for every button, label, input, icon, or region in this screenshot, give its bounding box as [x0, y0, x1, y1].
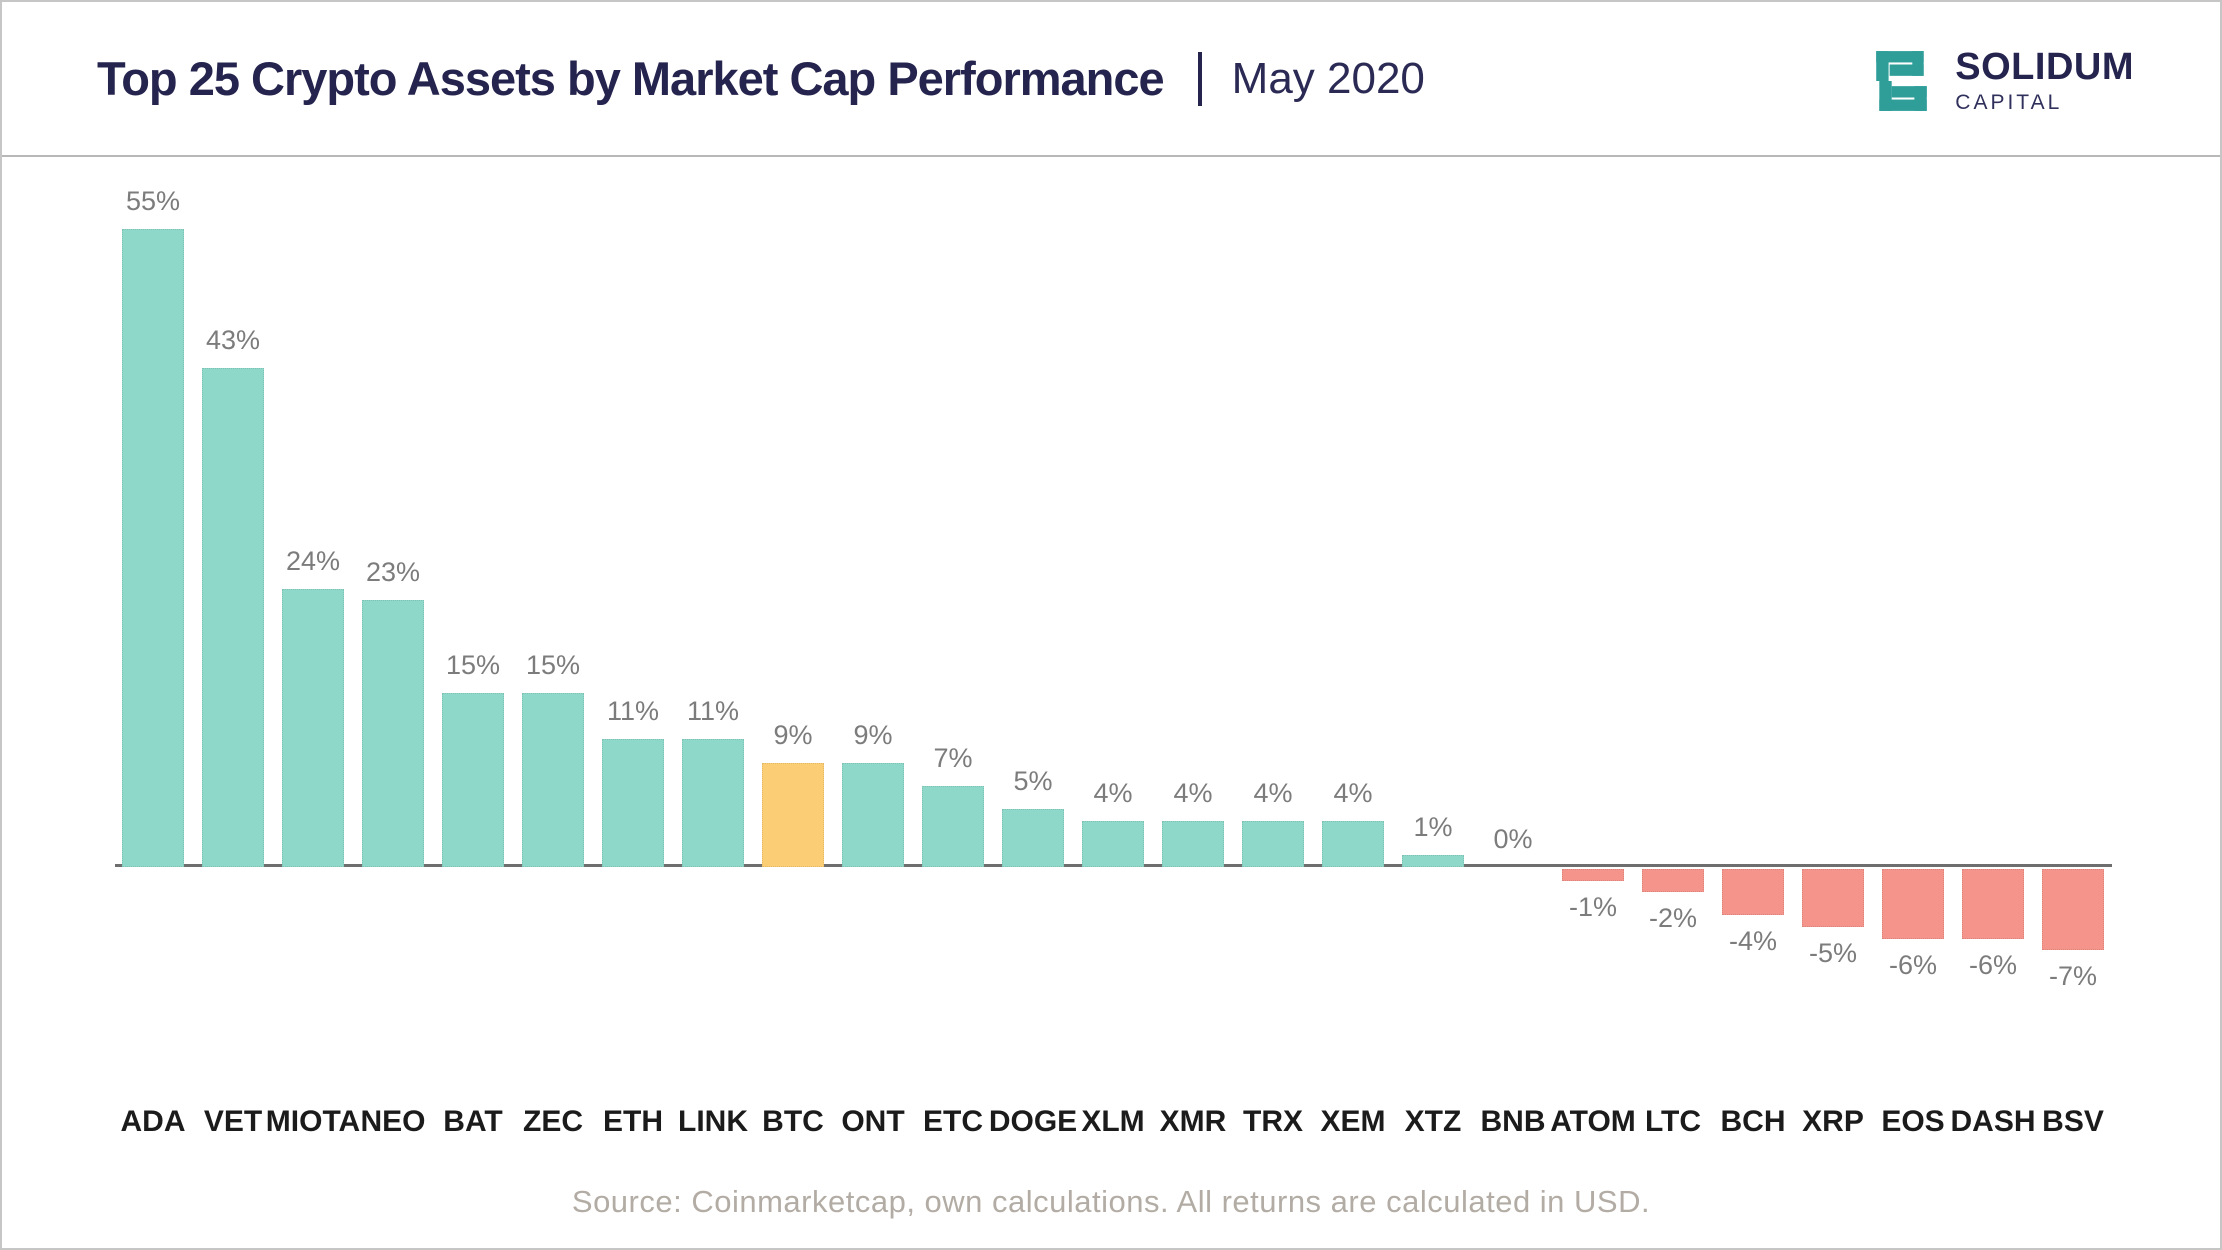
- category-label: BCH: [1720, 1105, 1786, 1138]
- bar-EOS: [1882, 869, 1944, 939]
- bar-XTZ: [1402, 855, 1464, 867]
- value-label: 23%: [365, 557, 421, 588]
- value-label: -5%: [1808, 938, 1858, 968]
- source-note: Source: Coinmarketcap, own calculations.…: [571, 1184, 1651, 1219]
- category-label: BNB: [1480, 1105, 1546, 1138]
- value-label: 4%: [1173, 777, 1213, 808]
- value-label: 4%: [1093, 777, 1133, 808]
- bar-BAT: [442, 693, 504, 867]
- bar-DOGE: [1002, 809, 1064, 867]
- category-label: DASH: [1950, 1105, 2036, 1138]
- bar-ADA: [122, 229, 184, 867]
- bar-XRP: [1802, 869, 1864, 927]
- period-label: May 2020: [1231, 53, 1425, 103]
- category-label: ZEC: [523, 1105, 583, 1138]
- value-label: 43%: [205, 325, 261, 356]
- category-label: XLM: [1081, 1105, 1145, 1138]
- bar-ETH: [602, 739, 664, 867]
- category-label: ETC: [923, 1105, 983, 1138]
- category-label: ADA: [120, 1105, 186, 1138]
- bar-LINK: [682, 739, 744, 867]
- bar-VET: [202, 368, 264, 867]
- category-label: XMR: [1159, 1105, 1227, 1138]
- value-label: -6%: [1888, 949, 1938, 980]
- category-label: XEM: [1320, 1105, 1386, 1138]
- bar-TRX: [1242, 820, 1304, 867]
- bar-ONT: [842, 762, 904, 867]
- company-logo: SOLIDUM CAPITAL: [1869, 48, 2134, 114]
- title-separator: [1197, 51, 1202, 106]
- value-label: 11%: [686, 696, 740, 727]
- value-label: 15%: [445, 650, 501, 680]
- category-label: ATOM: [1550, 1105, 1636, 1138]
- category-label: LINK: [678, 1105, 748, 1138]
- category-label: VET: [203, 1105, 263, 1138]
- category-label: NEO: [360, 1105, 426, 1138]
- bar-ATOM: [1562, 869, 1624, 881]
- bar-MIOTA: [282, 588, 344, 867]
- bar-XMR: [1162, 820, 1224, 867]
- category-label: BAT: [443, 1105, 503, 1138]
- bar-LTC: [1642, 869, 1704, 893]
- value-label: 0%: [1493, 824, 1533, 854]
- value-label: 55%: [125, 186, 181, 216]
- logo-name: SOLIDUM: [1955, 46, 2134, 88]
- value-label: 5%: [1013, 766, 1053, 796]
- bar-XEM: [1322, 820, 1384, 867]
- category-label: XTZ: [1404, 1105, 1462, 1138]
- bar-BSV: [2042, 869, 2104, 951]
- value-label: 9%: [853, 719, 893, 750]
- category-label: TRX: [1243, 1105, 1303, 1138]
- bar-BTC: [762, 762, 824, 867]
- category-label: XRP: [1802, 1105, 1864, 1138]
- value-label: 1%: [1413, 812, 1453, 843]
- category-label: LTC: [1644, 1105, 1702, 1138]
- value-label: 15%: [525, 650, 581, 680]
- solidum-s-icon: [1876, 51, 1928, 111]
- category-label: ETH: [603, 1105, 663, 1138]
- logo-subtitle: CAPITAL: [1955, 91, 2063, 114]
- header: Top 25 Crypto Assets by Market Cap Perfo…: [2, 2, 2220, 157]
- value-label: 7%: [933, 742, 973, 773]
- value-label: -1%: [1568, 891, 1618, 922]
- value-label: 4%: [1253, 777, 1293, 808]
- value-label: -7%: [2048, 961, 2098, 992]
- category-label: DOGE: [988, 1105, 1078, 1138]
- value-label: -4%: [1728, 926, 1778, 957]
- value-label: 11%: [606, 696, 660, 727]
- bar-DASH: [1962, 869, 2024, 939]
- page-title: Top 25 Crypto Assets by Market Cap Perfo…: [97, 52, 1165, 105]
- value-label: -2%: [1648, 903, 1698, 934]
- value-label: -6%: [1968, 949, 2018, 980]
- bar-XLM: [1082, 820, 1144, 867]
- bar-ZEC: [522, 693, 584, 867]
- value-label: 24%: [285, 545, 341, 576]
- value-label: 9%: [773, 719, 813, 750]
- category-label: EOS: [1881, 1105, 1945, 1138]
- value-label: 4%: [1333, 777, 1373, 808]
- category-label: MIOTA: [265, 1105, 361, 1138]
- bar-NEO: [362, 600, 424, 867]
- category-label: BSV: [2042, 1105, 2104, 1138]
- bar-ETC: [922, 785, 984, 867]
- bar-BCH: [1722, 869, 1784, 916]
- category-label: BTC: [762, 1105, 824, 1138]
- category-label: ONT: [841, 1105, 905, 1138]
